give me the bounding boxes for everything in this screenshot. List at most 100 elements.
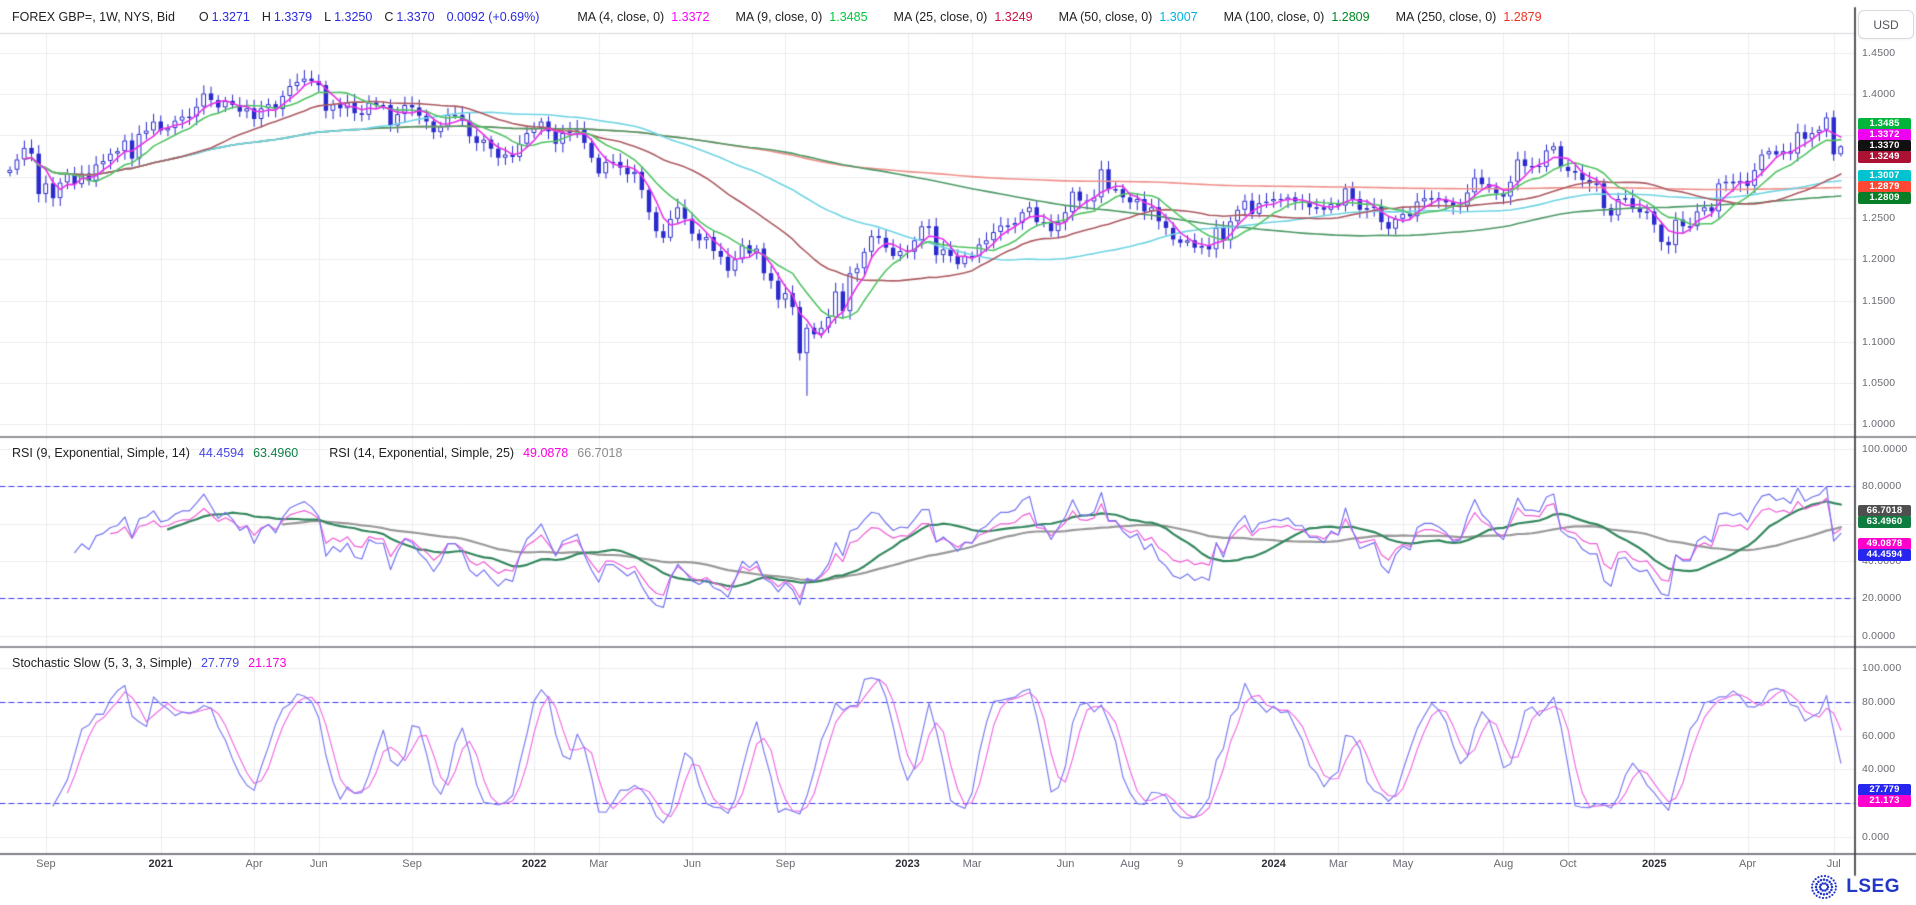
ohlc-key: C — [384, 10, 394, 24]
ma-legend-group: MA (25, close, 0) 1.3249 — [894, 10, 1033, 24]
x-axis-month-label: Jun — [683, 858, 701, 870]
price-value-badge: 1.2809 — [1858, 192, 1911, 205]
price-axis-label: 1.4500 — [1862, 47, 1896, 59]
ma-legend-value: 1.3249 — [994, 10, 1033, 24]
ohlc-key: L — [324, 10, 332, 24]
stoch-axis-label: 40.000 — [1862, 763, 1896, 776]
price-axis-label: 1.1500 — [1862, 294, 1896, 307]
rsi-legend-label: RSI (9, Exponential, Simple, 14) — [12, 446, 190, 460]
x-axis-month-label: Apr — [245, 858, 263, 870]
x-axis-month-label: Apr — [1738, 858, 1757, 870]
ma-legend-value: 1.3372 — [671, 10, 710, 24]
stoch-axis-label: 60.000 — [1862, 729, 1896, 742]
ohlc-value: 1.3250 — [334, 10, 373, 24]
rsi-axis-label: 80.0000 — [1862, 480, 1902, 493]
x-axis-month-label: Oct — [1559, 858, 1577, 870]
x-axis-year-label: 2021 — [148, 858, 174, 870]
x-axis-month-label: Mar — [962, 858, 982, 870]
x-axis-month-label: Jun — [1056, 858, 1075, 870]
x-axis-month-label: May — [1392, 858, 1414, 870]
stoch-value-badge: 21.173 — [1858, 795, 1911, 808]
x-axis-month-label: Aug — [1493, 858, 1514, 870]
ohlc-readout: O 1.3271 H 1.3379 L 1.3250 C 1.3370 0.0092 (+0.6… — [199, 10, 551, 24]
stoch-axis-label: 100.000 — [1862, 662, 1902, 674]
x-axis-month-label: Jul — [1826, 858, 1841, 870]
x-axis-year-label: 2025 — [1641, 858, 1667, 870]
stoch-legend-label: Stochastic Slow (5, 3, 3, Simple) — [12, 656, 192, 670]
ma-legend-group: MA (4, close, 0) 1.3372 — [577, 10, 709, 24]
rsi-legend-value: 44.4594 — [198, 446, 245, 460]
rsi-value-badge: 44.4594 — [1858, 548, 1911, 561]
ma-legend: MA (4, close, 0) 1.3372 MA (9, close, 0) 1.… — [577, 10, 1567, 24]
x-axis-month-label: 9 — [1177, 858, 1184, 870]
price-axis-label: 1.0000 — [1862, 418, 1896, 431]
ma-legend-group: MA (100, close, 0) 1.2809 — [1224, 10, 1370, 24]
lseg-branding: LSEG — [1809, 872, 1900, 902]
ma-legend-label: MA (50, close, 0) — [1058, 10, 1153, 24]
stoch-legend-value: 21.173 — [248, 656, 287, 670]
stochastic-legend: Stochastic Slow (5, 3, 3, Simple) 27.779 2… — [12, 656, 295, 670]
rsi-axis-label: 20.0000 — [1862, 592, 1902, 605]
instrument-title: FOREX GBP=, 1W, NYS, Bid — [12, 10, 175, 24]
rsi-legend: RSI (9, Exponential, Simple, 14) 44.4594 6… — [12, 446, 631, 460]
rsi-legend-value: 49.0878 — [523, 446, 569, 460]
x-axis-month-label: Mar — [1328, 858, 1348, 870]
ohlc-value: 0.0092 (+0.69%) — [446, 10, 540, 24]
x-axis-month-label: Sep — [36, 858, 56, 870]
price-axis-label: 1.2000 — [1862, 253, 1896, 266]
x-axis-month-label: Sep — [402, 858, 422, 870]
x-axis-month-label: Aug — [1120, 858, 1140, 870]
x-axis-month-label: Mar — [589, 858, 609, 870]
rsi-axis-label: 100.0000 — [1862, 442, 1908, 455]
ma-legend-label: MA (250, close, 0) — [1395, 10, 1497, 24]
ma-legend-group: MA (250, close, 0) 1.2879 — [1396, 10, 1542, 24]
price-value-badge: 1.3370 — [1858, 140, 1911, 153]
currency-axis-button[interactable]: USD — [1858, 10, 1914, 39]
stoch-legend-value: 27.779 — [200, 656, 240, 670]
ma-legend-value: 1.3007 — [1159, 10, 1198, 24]
ohlc-value: 1.3370 — [396, 10, 435, 24]
x-axis-year-label: 2023 — [895, 858, 920, 870]
ohlc-value: 1.3271 — [211, 10, 250, 24]
ma-legend-value: 1.3485 — [829, 10, 868, 24]
price-value-badge: 1.3007 — [1858, 170, 1911, 183]
ma-legend-group: MA (50, close, 0) 1.3007 — [1059, 10, 1198, 24]
rsi-value-badge: 66.7018 — [1858, 504, 1911, 517]
lseg-logo-icon — [1811, 874, 1838, 900]
ma-legend-label: MA (25, close, 0) — [893, 10, 988, 24]
rsi-legend-label: RSI (14, Exponential, Simple, 25) — [329, 446, 515, 460]
stoch-axis-label: 0.000 — [1862, 831, 1890, 843]
price-value-badge: 1.3249 — [1858, 151, 1911, 164]
ohlc-key: O — [198, 10, 209, 24]
stoch-axis-label: 80.000 — [1862, 695, 1896, 708]
ma-legend-group: MA (9, close, 0) 1.3485 — [735, 10, 867, 24]
rsi-legend-value: 66.7018 — [577, 446, 623, 460]
rsi-legend-value: 63.4960 — [253, 446, 299, 460]
ma-legend-label: MA (100, close, 0) — [1223, 10, 1325, 24]
x-axis-year-label: 2022 — [521, 858, 547, 870]
rsi-value-badge: 49.0878 — [1858, 537, 1911, 550]
rsi-value-badge: 63.4960 — [1858, 515, 1911, 528]
price-value-badge: 1.3372 — [1858, 129, 1911, 142]
ma-legend-label: MA (4, close, 0) — [577, 10, 665, 24]
rsi-axis-label: 0.0000 — [1862, 629, 1896, 642]
x-axis-month-label: Sep — [775, 858, 796, 870]
ma-legend-value: 1.2809 — [1331, 10, 1370, 24]
price-value-badge: 1.3485 — [1858, 118, 1911, 131]
ohlc-value: 1.3379 — [273, 10, 313, 24]
ma-legend-value: 1.2879 — [1503, 10, 1542, 24]
stoch-value-badge: 27.779 — [1858, 784, 1911, 797]
ma-legend-label: MA (9, close, 0) — [735, 10, 823, 24]
x-axis-month-label: Jun — [309, 858, 328, 870]
x-axis-year-label: 2024 — [1261, 858, 1286, 870]
price-value-badge: 1.2879 — [1858, 181, 1911, 194]
price-axis-label: 1.4000 — [1862, 88, 1896, 101]
chart-header: FOREX GBP=, 1W, NYS, Bid O 1.3271 H 1.3379 L… — [12, 8, 1568, 26]
ohlc-key: H — [261, 10, 271, 24]
price-axis-label: 1.0500 — [1862, 377, 1896, 389]
price-axis-label: 1.2500 — [1862, 212, 1896, 224]
price-axis-label: 1.1000 — [1862, 335, 1896, 348]
lseg-logo-text: LSEG — [1846, 876, 1900, 897]
